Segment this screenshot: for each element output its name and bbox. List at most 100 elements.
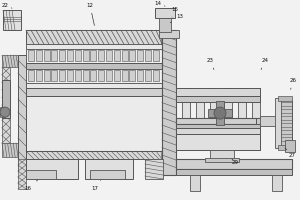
Bar: [3, 10, 21, 30]
Bar: [145, 159, 163, 179]
Bar: [176, 88, 260, 96]
Bar: [129, 50, 135, 61]
Bar: [176, 134, 260, 150]
Text: 12: 12: [86, 3, 94, 25]
Bar: [90, 70, 96, 81]
Bar: [162, 30, 176, 175]
Bar: [106, 70, 112, 81]
Bar: [98, 70, 104, 81]
Bar: [196, 88, 204, 150]
Bar: [90, 170, 125, 179]
Bar: [159, 30, 179, 38]
Bar: [153, 50, 159, 61]
Bar: [285, 140, 295, 152]
Bar: [260, 116, 288, 126]
Bar: [190, 175, 200, 191]
Bar: [82, 70, 88, 81]
Bar: [153, 70, 159, 81]
Bar: [272, 175, 282, 191]
Bar: [26, 151, 162, 159]
Circle shape: [0, 107, 10, 117]
Bar: [51, 50, 57, 61]
Bar: [2, 67, 10, 143]
Bar: [210, 88, 218, 150]
Bar: [85, 159, 133, 179]
Bar: [176, 124, 260, 128]
Text: 17: 17: [92, 180, 100, 191]
Bar: [44, 50, 50, 61]
Bar: [129, 70, 135, 81]
Bar: [176, 96, 260, 102]
Bar: [18, 159, 26, 189]
Bar: [224, 88, 232, 150]
Bar: [26, 69, 162, 83]
Bar: [36, 50, 42, 61]
Bar: [278, 96, 292, 101]
Bar: [145, 70, 151, 81]
Bar: [2, 143, 18, 157]
Bar: [278, 145, 292, 150]
Text: 14: 14: [154, 1, 165, 6]
Text: 27: 27: [285, 148, 296, 158]
Bar: [2, 80, 10, 118]
Bar: [59, 70, 65, 81]
Bar: [182, 88, 190, 150]
Bar: [137, 70, 143, 81]
Bar: [205, 158, 239, 162]
Bar: [114, 50, 120, 61]
Bar: [98, 50, 104, 61]
Bar: [36, 70, 42, 81]
Bar: [106, 50, 112, 61]
Bar: [0, 107, 5, 117]
Bar: [2, 55, 18, 67]
Bar: [75, 50, 81, 61]
Bar: [26, 83, 162, 88]
Bar: [252, 88, 260, 150]
Bar: [176, 169, 292, 175]
Bar: [26, 30, 162, 44]
Bar: [18, 55, 26, 171]
Bar: [159, 18, 171, 32]
Bar: [176, 128, 260, 134]
Bar: [51, 70, 57, 81]
Bar: [44, 70, 50, 81]
Bar: [122, 50, 128, 61]
Bar: [275, 98, 281, 148]
Bar: [176, 159, 292, 169]
Bar: [59, 50, 65, 61]
Bar: [67, 50, 73, 61]
Text: 13: 13: [170, 14, 184, 23]
Bar: [155, 8, 175, 18]
Bar: [28, 70, 34, 81]
Bar: [26, 63, 162, 69]
Bar: [176, 118, 260, 124]
Bar: [256, 118, 292, 124]
Bar: [26, 44, 162, 49]
Bar: [26, 159, 78, 179]
Bar: [208, 109, 232, 117]
Text: 26: 26: [290, 78, 296, 89]
Bar: [26, 170, 56, 179]
Bar: [278, 100, 292, 146]
Bar: [114, 70, 120, 81]
Bar: [26, 49, 162, 63]
Text: 29: 29: [232, 159, 238, 165]
Bar: [67, 70, 73, 81]
Bar: [238, 88, 246, 150]
Bar: [82, 50, 88, 61]
Bar: [26, 96, 162, 151]
Bar: [216, 101, 224, 125]
Bar: [90, 50, 96, 61]
Circle shape: [214, 107, 226, 119]
Text: 16: 16: [25, 180, 38, 191]
Bar: [122, 70, 128, 81]
Bar: [75, 70, 81, 81]
Text: 15: 15: [172, 7, 178, 17]
Text: 23: 23: [206, 58, 214, 70]
Bar: [145, 50, 151, 61]
Text: 24: 24: [261, 58, 268, 70]
Bar: [28, 50, 34, 61]
Bar: [210, 150, 234, 160]
Bar: [137, 50, 143, 61]
Text: 22: 22: [2, 3, 12, 8]
